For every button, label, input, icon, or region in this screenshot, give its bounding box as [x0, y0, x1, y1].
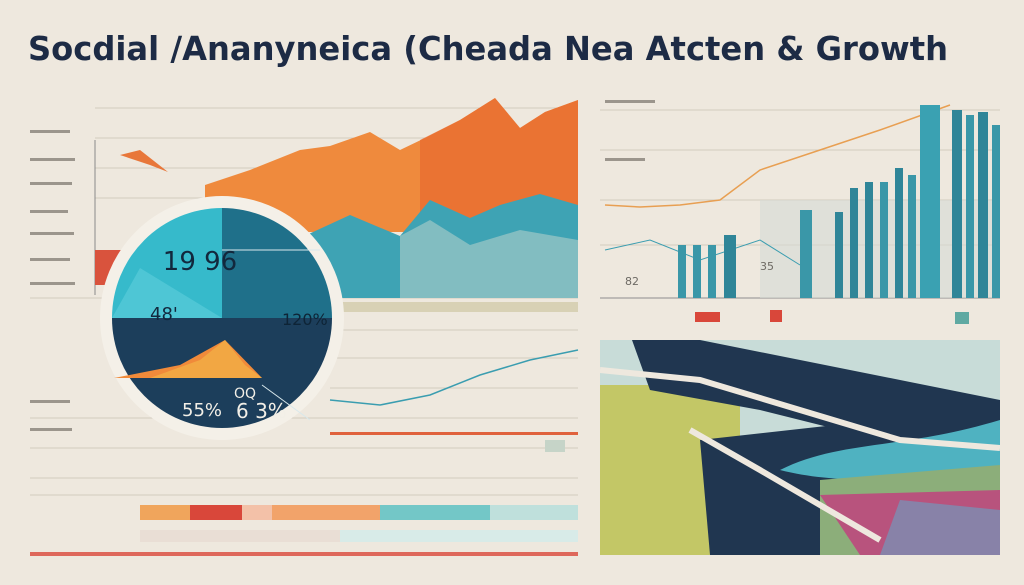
abstract-panel	[599, 340, 1001, 555]
teal-area-light	[400, 220, 578, 298]
pie-label: 55%	[182, 400, 222, 421]
pie-facet	[112, 268, 222, 318]
bar-panel: 82 35	[600, 100, 1000, 324]
bar-label: 82	[625, 275, 639, 288]
panel-stroke	[688, 427, 882, 543]
bar-segment	[340, 530, 578, 542]
stub	[30, 258, 70, 261]
pie-mountain	[150, 340, 262, 378]
bar	[724, 235, 736, 298]
band	[330, 302, 578, 312]
bar	[835, 212, 843, 298]
pie-rule	[261, 384, 311, 421]
band	[330, 432, 578, 435]
bar-segment	[380, 505, 490, 520]
pie-label: OQ	[234, 386, 256, 402]
bar	[966, 115, 974, 298]
bar-segment	[140, 530, 340, 542]
stub	[30, 282, 75, 285]
orange-peak	[120, 150, 168, 172]
bar	[908, 175, 916, 298]
bar	[992, 125, 1000, 298]
pie-slice	[222, 208, 332, 318]
bar-segment	[242, 505, 272, 520]
stub	[30, 428, 72, 431]
pie-label: 6 3%	[236, 399, 287, 423]
left-text-stubs	[30, 130, 75, 431]
chip	[545, 440, 565, 452]
bar	[865, 182, 873, 298]
pie: 19 96 48' 120% 55% OQ 6 3%	[100, 196, 344, 440]
bar	[978, 112, 988, 298]
bar	[920, 105, 940, 298]
bar-segment	[490, 505, 578, 520]
bar	[708, 245, 716, 298]
title: Socdial /Ananyneica (Cheada Nea Atcten &…	[28, 29, 948, 68]
panel-stroke	[599, 367, 1001, 451]
bar	[895, 168, 903, 298]
stub	[605, 100, 655, 103]
stub	[30, 232, 74, 235]
bar-segment	[272, 505, 380, 520]
stub	[30, 130, 70, 133]
stub	[30, 210, 68, 213]
stub	[30, 158, 75, 161]
bar-label: 35	[760, 260, 774, 273]
stub	[30, 182, 72, 185]
bar	[952, 110, 962, 298]
trend-line	[329, 349, 579, 406]
panel-shape	[780, 420, 1000, 480]
stub	[30, 400, 70, 403]
panel-shape	[880, 500, 1000, 555]
bottom-bars	[30, 505, 578, 556]
pie-label: 19 96	[163, 247, 237, 277]
bar	[678, 245, 686, 298]
pie-label: 120%	[282, 310, 328, 329]
pie-label: 48'	[150, 304, 178, 325]
bar-segment	[30, 552, 578, 556]
bar	[693, 245, 701, 298]
chip	[955, 312, 969, 324]
bar-segment	[190, 505, 242, 520]
chip	[695, 312, 720, 322]
bar	[880, 182, 888, 298]
bar	[800, 210, 812, 298]
stub	[605, 158, 645, 161]
chip	[770, 310, 782, 322]
bar	[850, 188, 858, 298]
bar-segment	[140, 505, 190, 520]
trend-line	[604, 104, 951, 208]
